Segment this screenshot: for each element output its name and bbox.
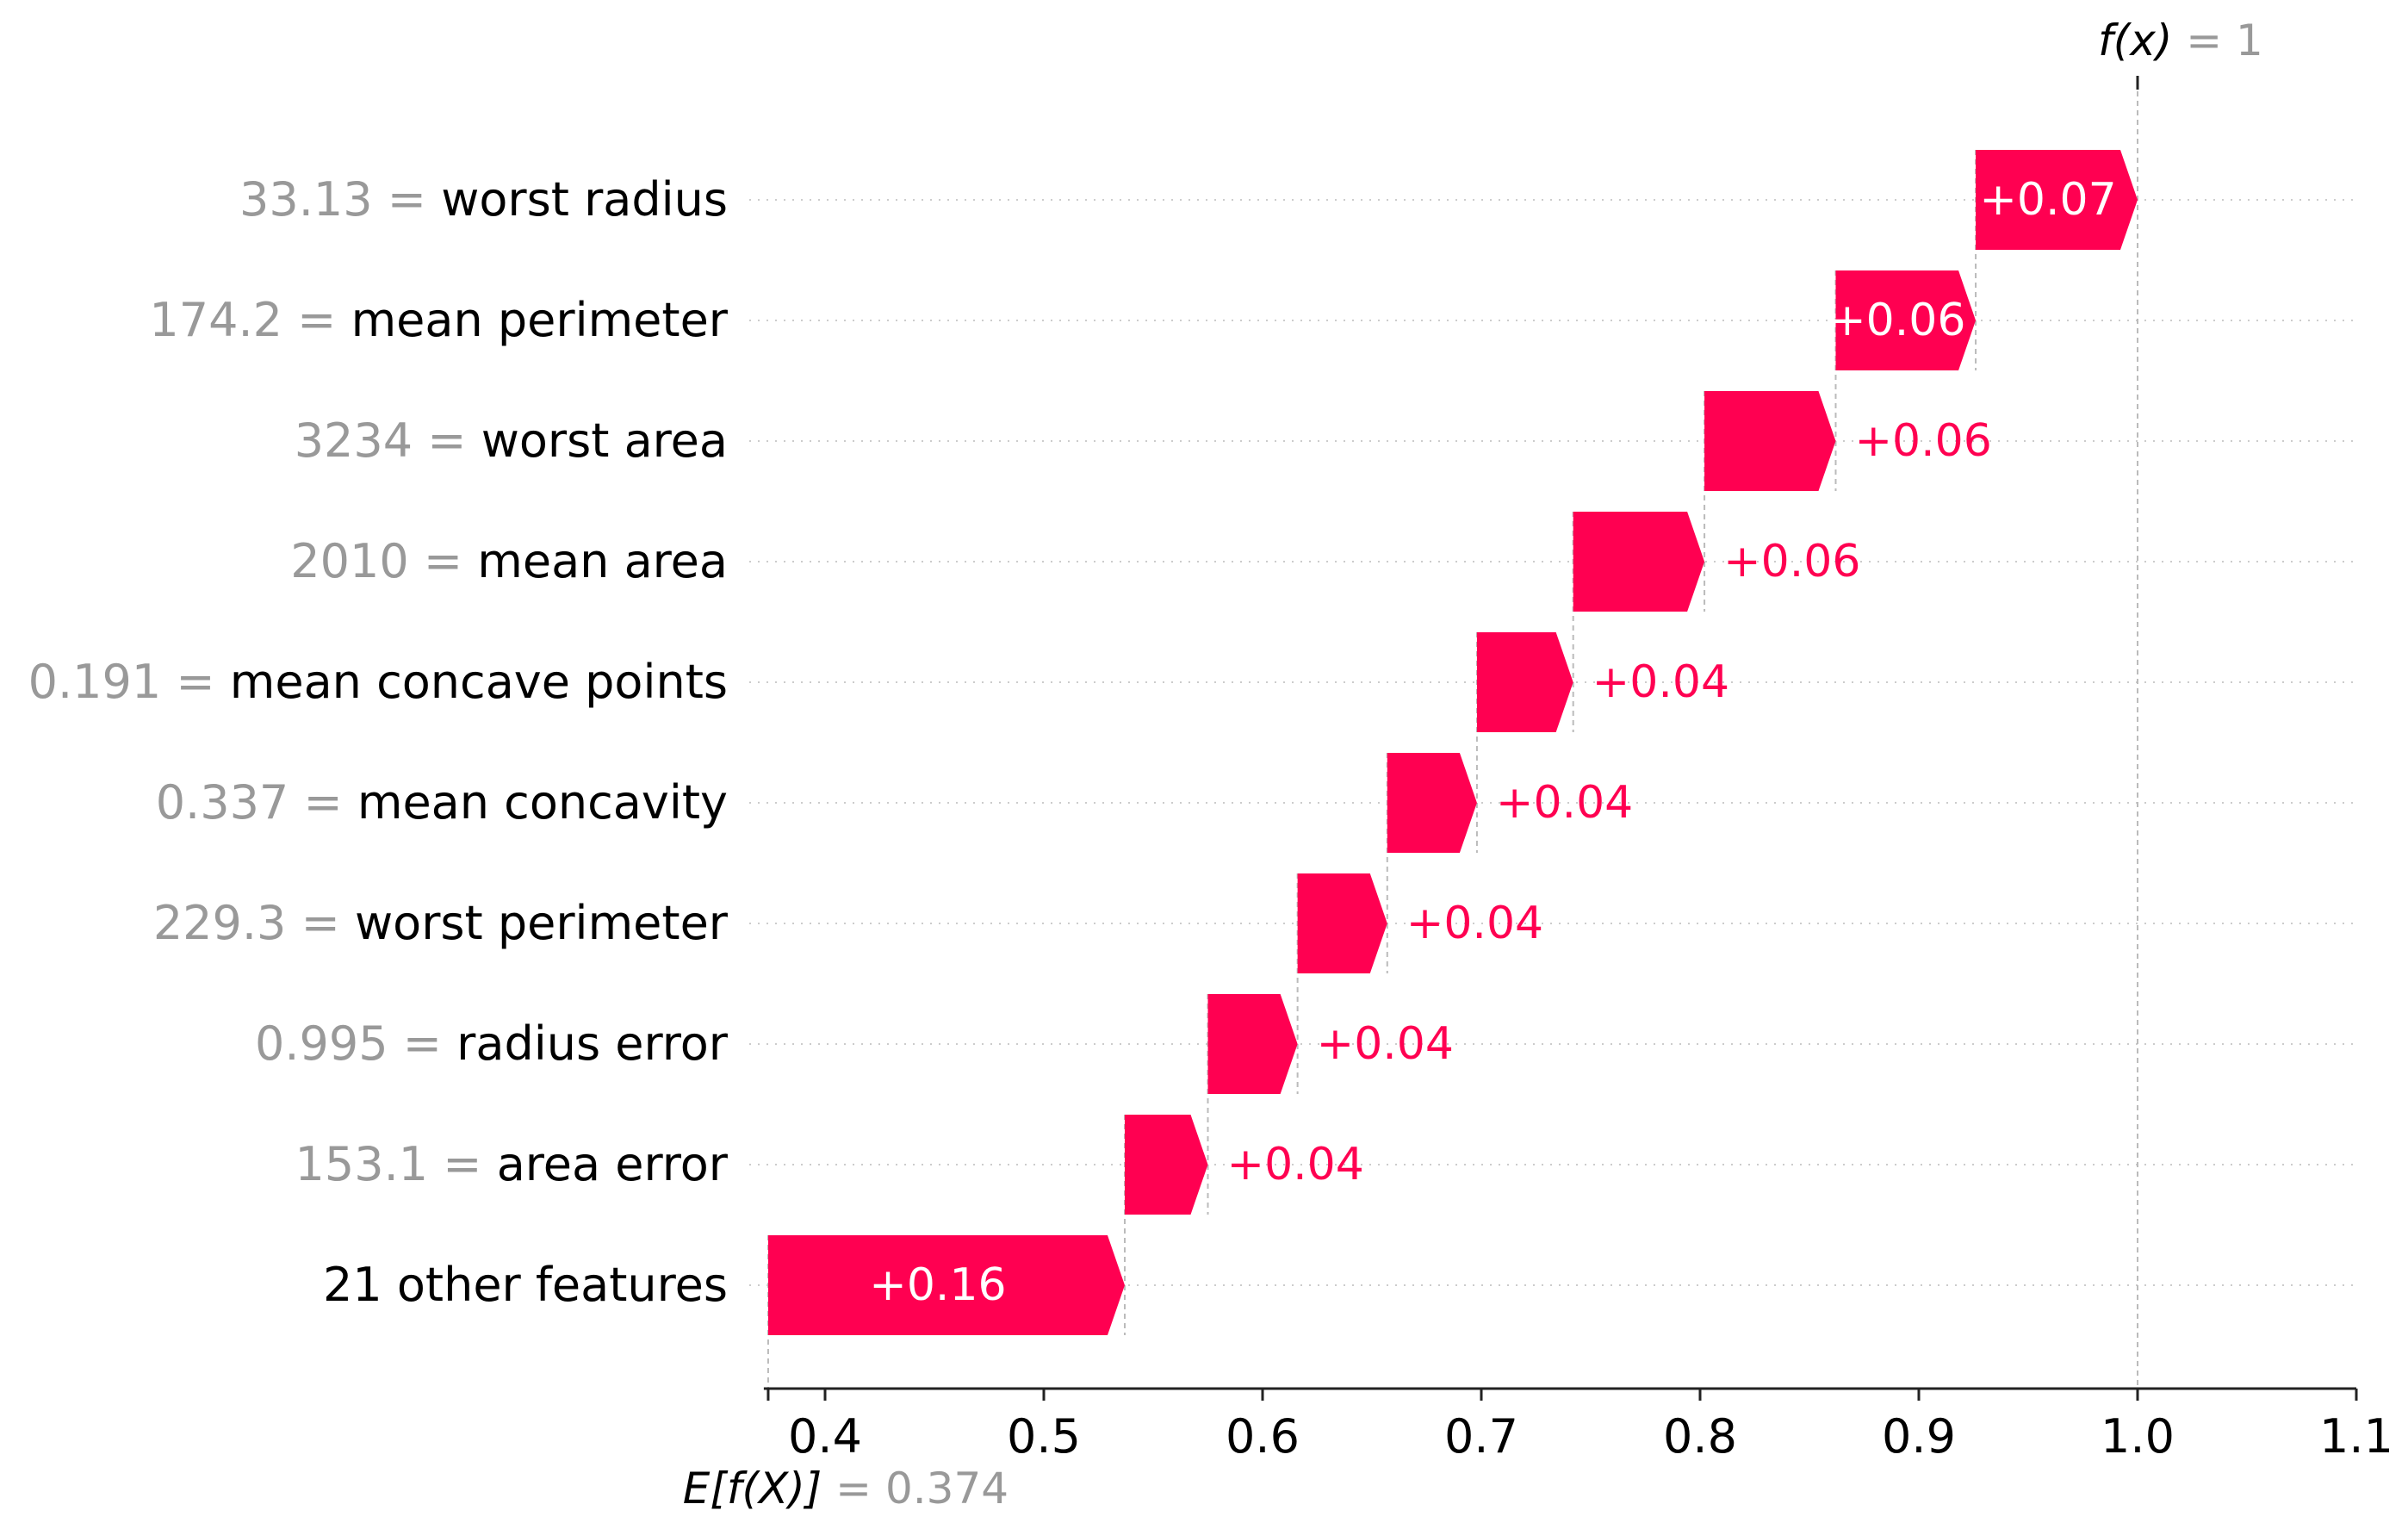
bar-layer	[767, 150, 2138, 1335]
contribution-bar	[1976, 150, 2138, 250]
contribution-label: +0.04	[1496, 777, 1633, 829]
feature-label: 153.1 = area error	[295, 1137, 729, 1191]
x-tick-label: 0.4	[788, 1409, 862, 1464]
output-value-number: = 1	[2172, 16, 2263, 65]
connector-layer	[766, 82, 2138, 1389]
base-value-expr: E[f(X)]	[683, 1464, 822, 1513]
contribution-bar	[1124, 1115, 1208, 1215]
feature-value: 0.337 =	[156, 775, 357, 830]
contribution-bar	[1835, 270, 1977, 370]
feature-name: area error	[497, 1137, 729, 1191]
feature-label: 0.995 = radius error	[255, 1016, 729, 1071]
feature-name: 21 other features	[323, 1258, 728, 1312]
feature-value: 2010 =	[290, 534, 477, 588]
contribution-label: +0.07	[1979, 174, 2116, 226]
contribution-bar	[1207, 994, 1298, 1094]
contribution-label: +0.06	[1723, 536, 1860, 587]
contribution-bar	[767, 1235, 1125, 1335]
feature-label: 3234 = worst area	[295, 413, 728, 468]
contribution-label: +0.06	[1854, 415, 1991, 467]
feature-name: mean area	[477, 534, 728, 588]
feature-value: 0.191 =	[28, 655, 230, 709]
feature-value: 33.13 =	[239, 172, 441, 227]
feature-name: mean concave points	[230, 655, 728, 709]
feature-name: mean concavity	[357, 775, 728, 830]
feature-value: 3234 =	[295, 413, 481, 468]
feature-value: 0.995 =	[255, 1016, 456, 1071]
contribution-bar	[1297, 873, 1387, 973]
x-axis: 0.4 0.5 0.6 0.7 0.8 0.9 1.0 1.1 E[f(X)] = 0.374	[683, 1387, 2393, 1513]
grid-layer	[749, 199, 2360, 1286]
feature-label: 0.337 = mean concavity	[156, 775, 728, 830]
feature-name: worst perimeter	[355, 896, 729, 950]
x-tick-label: 0.6	[1226, 1409, 1300, 1464]
feature-name: worst area	[481, 413, 728, 468]
feature-label: 2010 = mean area	[290, 534, 728, 588]
contribution-label: +0.06	[1828, 295, 1965, 346]
contribution-label: +0.04	[1317, 1018, 1454, 1070]
x-tick-label: 1.0	[2101, 1409, 2175, 1464]
feature-name: radius error	[456, 1016, 729, 1071]
output-value-expr: f(x)	[2098, 16, 2172, 65]
feature-value: 229.3 =	[153, 896, 355, 950]
x-tick-label: 1.1	[2319, 1409, 2393, 1464]
output-value-label: f(x) = 1	[2098, 16, 2263, 65]
feature-label: 0.191 = mean concave points	[28, 655, 728, 709]
feature-name: worst radius	[441, 172, 728, 227]
x-tick-label: 0.5	[1007, 1409, 1081, 1464]
x-tick-label: 0.9	[1882, 1409, 1956, 1464]
contribution-bar	[1704, 391, 1836, 491]
output-annotation: f(x) = 1	[2098, 16, 2263, 90]
x-tick-label: 0.7	[1444, 1409, 1518, 1464]
feature-name: mean perimeter	[351, 293, 729, 347]
label-layer: +0.07 33.13 = worst radius +0.06 174.2 = me…	[28, 172, 2117, 1312]
feature-label: 174.2 = mean perimeter	[149, 293, 728, 347]
feature-value: 174.2 =	[149, 293, 351, 347]
feature-label: 229.3 = worst perimeter	[153, 896, 729, 950]
contribution-label: +0.16	[869, 1259, 1006, 1311]
feature-label: 33.13 = worst radius	[239, 172, 728, 227]
feature-label: 21 other features	[323, 1258, 728, 1312]
contribution-label: +0.04	[1227, 1139, 1364, 1190]
contribution-bar	[1387, 753, 1477, 853]
feature-value: 153.1 =	[295, 1137, 497, 1191]
contribution-bar	[1573, 512, 1705, 612]
contribution-label: +0.04	[1592, 656, 1729, 708]
base-value-label: E[f(X)] = 0.374	[683, 1464, 1009, 1513]
base-value-number: = 0.374	[822, 1464, 1009, 1513]
contribution-label: +0.04	[1406, 898, 1543, 949]
x-tick-label: 0.8	[1663, 1409, 1737, 1464]
contribution-bar	[1476, 632, 1573, 732]
